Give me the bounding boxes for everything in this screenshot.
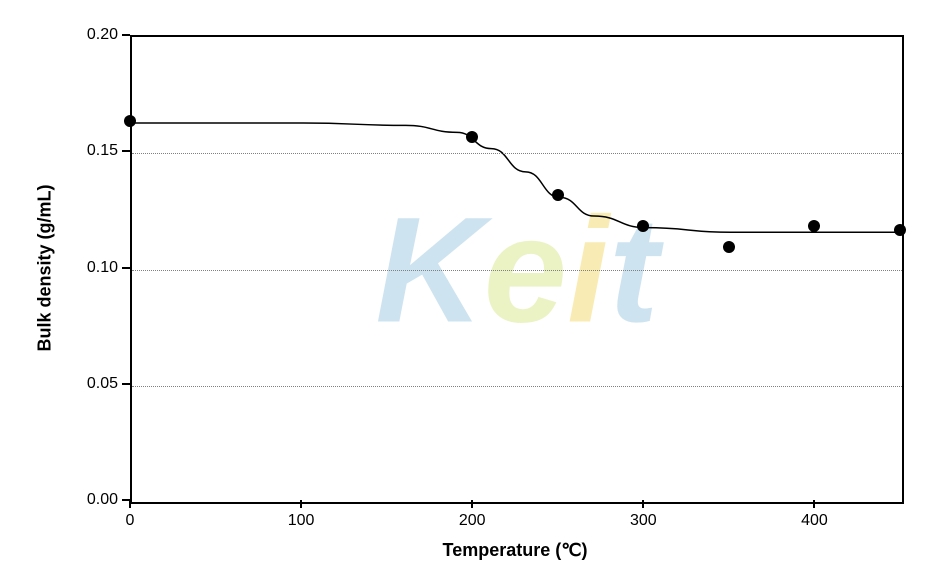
x-axis-label: Temperature (℃)	[443, 540, 588, 561]
y-axis-label: Bulk density (g/mL)	[35, 184, 56, 351]
x-tick	[300, 500, 302, 508]
y-tick	[122, 34, 130, 36]
y-tick-label: 0.00	[87, 491, 118, 509]
data-point	[552, 189, 564, 201]
data-point	[808, 220, 820, 232]
x-tick	[642, 500, 644, 508]
gridline	[132, 153, 902, 154]
y-tick	[122, 150, 130, 152]
x-tick	[813, 500, 815, 508]
x-tick-label: 100	[288, 512, 315, 530]
x-tick-label: 0	[126, 512, 135, 530]
y-tick	[122, 267, 130, 269]
data-point	[466, 131, 478, 143]
y-tick-label: 0.20	[87, 26, 118, 44]
y-tick-label: 0.05	[87, 375, 118, 393]
data-point	[723, 241, 735, 253]
gridline	[132, 386, 902, 387]
x-tick	[471, 500, 473, 508]
y-tick-label: 0.15	[87, 142, 118, 160]
curve-path	[132, 123, 902, 232]
data-point	[894, 224, 906, 236]
x-tick	[129, 500, 131, 508]
gridline	[132, 270, 902, 271]
x-tick-label: 200	[459, 512, 486, 530]
y-tick	[122, 383, 130, 385]
data-point	[124, 115, 136, 127]
x-tick-label: 400	[801, 512, 828, 530]
data-point	[637, 220, 649, 232]
x-tick-label: 300	[630, 512, 657, 530]
y-tick-label: 0.10	[87, 259, 118, 277]
chart-container: Keit Bulk density (g/mL) Temperature (℃)…	[0, 0, 940, 583]
plot-area: Keit	[130, 35, 904, 504]
